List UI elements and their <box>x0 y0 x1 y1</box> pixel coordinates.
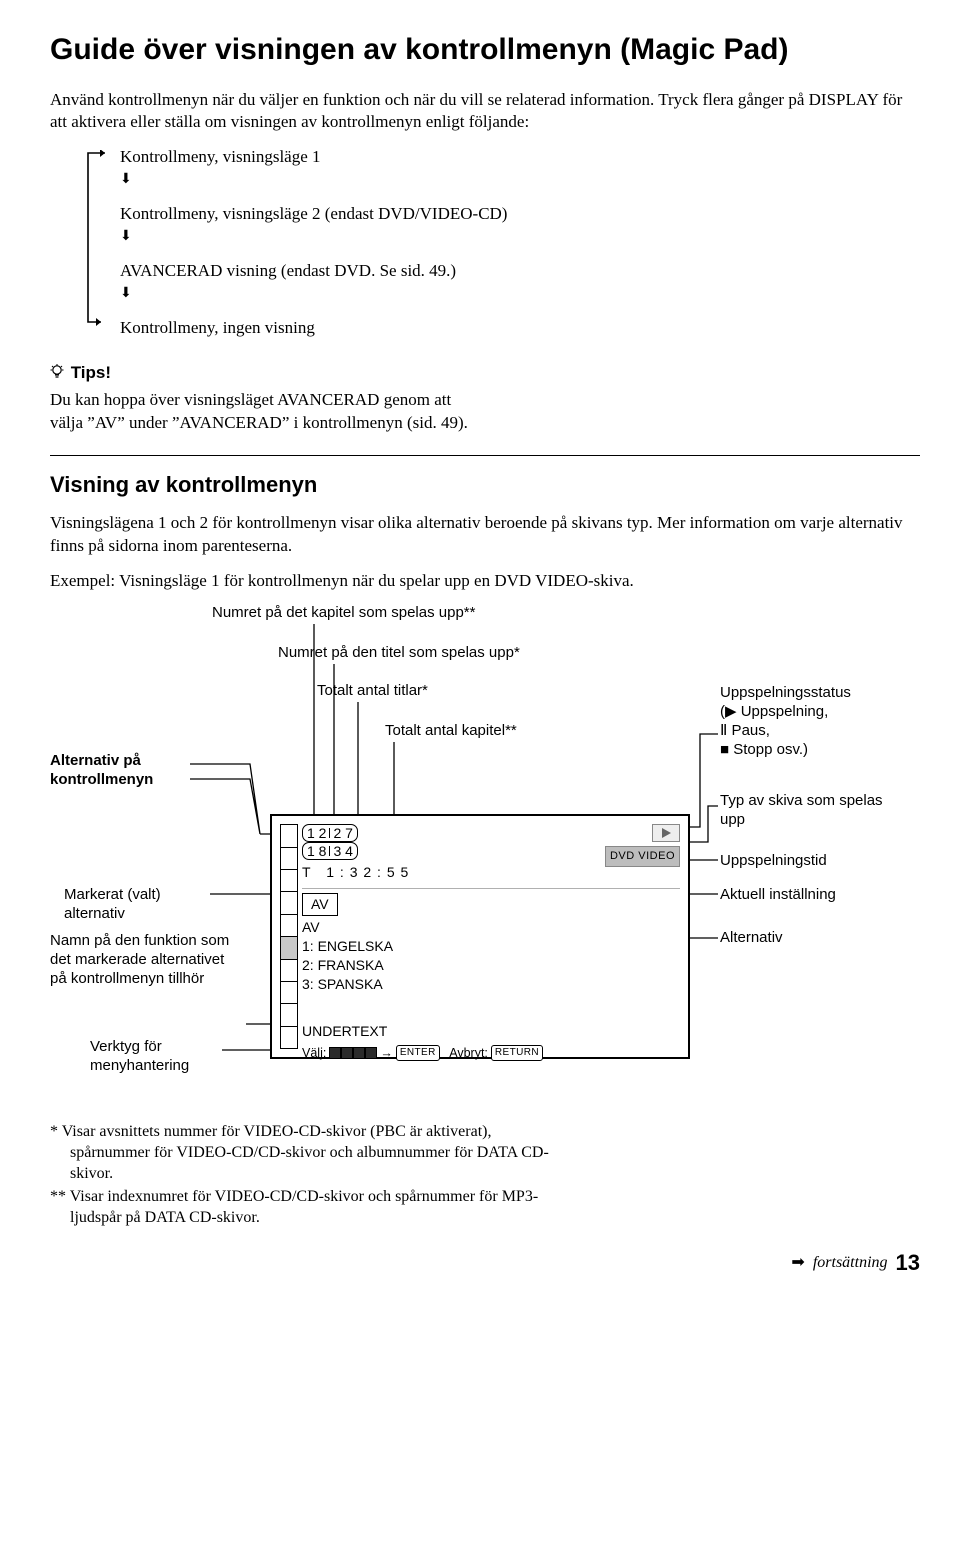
footnote-2: ** Visar indexnumret för VIDEO-CD/CD-ski… <box>50 1187 550 1229</box>
flow-step-2: Kontrollmeny, visningsläge 2 (endast DVD… <box>120 204 507 223</box>
page-title: Guide över visningen av kontrollmenyn (M… <box>50 30 920 71</box>
display-mode-flow: Kontrollmeny, visningsläge 1 ⬇ Kontrollm… <box>50 146 920 340</box>
continue-label: fortsättning <box>813 1252 888 1274</box>
section-p2: Exempel: Visningsläge 1 för kontrollmeny… <box>50 570 920 593</box>
footnotes: * Visar avsnittets nummer för VIDEO-CD-s… <box>50 1122 550 1228</box>
flow-loop-arrow <box>85 150 107 330</box>
down-arrow-icon: ⬇ <box>120 173 920 187</box>
control-menu-diagram: Numret på det kapitel som spelas upp** N… <box>50 604 920 1104</box>
osd-toolbar: Välj: → ENTER Avbryt: RETURN <box>302 1045 680 1062</box>
tips-heading: Tips! <box>50 362 920 387</box>
section-p1: Visningslägena 1 och 2 för kontrollmenyn… <box>50 512 920 558</box>
osd-panel: 1 22 7 1 83 4 T 1 : 3 2 : 5 5 DVD VIDEO … <box>270 814 690 1059</box>
disc-type-badge: DVD VIDEO <box>605 846 680 867</box>
play-status-icon <box>652 824 680 842</box>
down-arrow-icon: ⬇ <box>120 287 920 301</box>
section-heading: Visning av kontrollmenyn <box>50 455 920 500</box>
intro-text: Använd kontrollmenyn när du väljer en fu… <box>50 89 920 135</box>
osd-function-name: UNDERTEXT <box>302 1022 680 1041</box>
flow-step-3: AVANCERAD visning (endast DVD. Se sid. 4… <box>120 261 456 280</box>
return-key-icon: RETURN <box>491 1045 543 1061</box>
page-number: 13 <box>896 1248 920 1278</box>
osd-title-counter: 1 22 7 <box>302 824 358 842</box>
osd-current-setting: AV <box>302 893 338 916</box>
tips-text: Du kan hoppa över visningsläget AVANCERA… <box>50 389 480 435</box>
osd-chapter-counter: 1 83 4 <box>302 842 358 860</box>
down-arrow-icon: ⬇ <box>120 230 920 244</box>
osd-option-list: AV 1: ENGELSKA 2: FRANSKA 3: SPANSKA <box>302 918 680 994</box>
dpad-icon <box>329 1047 377 1059</box>
footnote-1: * Visar avsnittets nummer för VIDEO-CD-s… <box>50 1122 550 1184</box>
osd-icon-strip <box>280 824 298 1049</box>
page-footer: ➡ fortsättning 13 <box>50 1248 920 1278</box>
continue-arrow-icon: ➡ <box>791 1252 804 1274</box>
flow-step-4: Kontrollmeny, ingen visning <box>120 318 315 337</box>
flow-step-1: Kontrollmeny, visningsläge 1 <box>120 147 321 166</box>
tip-bulb-icon <box>50 364 64 387</box>
osd-selected-row <box>280 936 298 960</box>
enter-key-icon: ENTER <box>396 1045 440 1061</box>
